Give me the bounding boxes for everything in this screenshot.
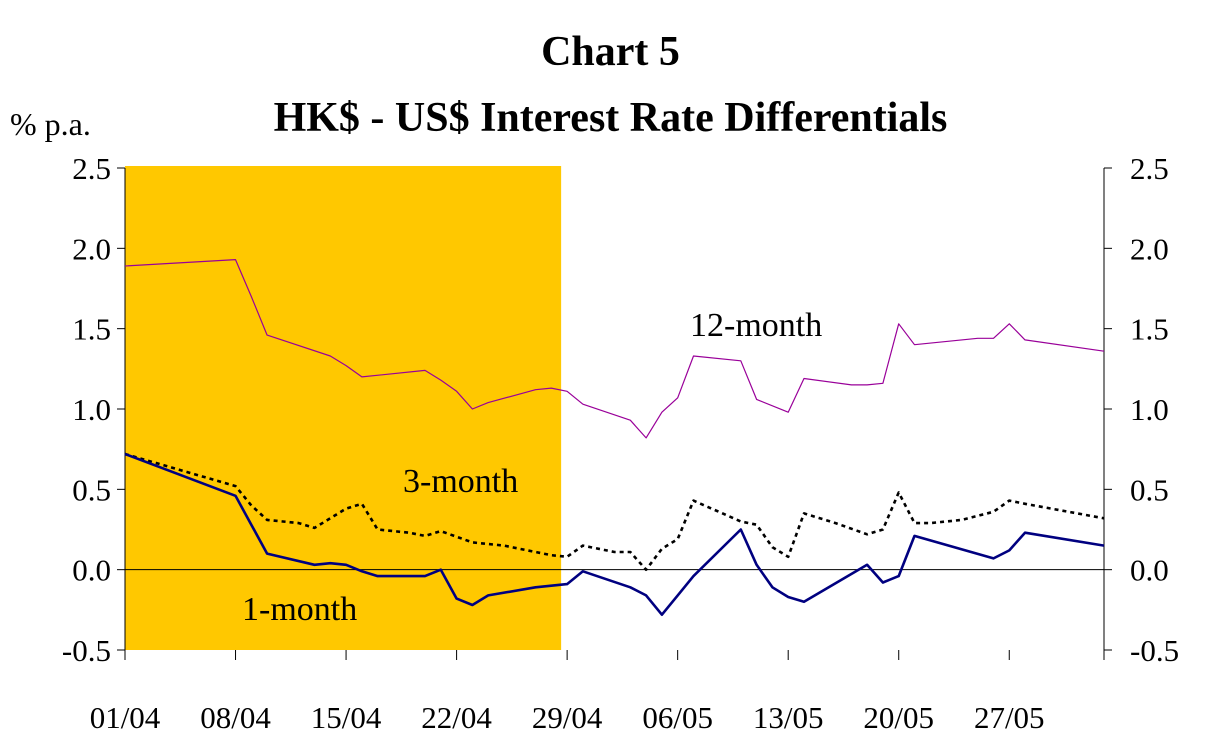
x-tick-label: 08/04 (200, 700, 271, 735)
y-tick-label-right: 0.5 (1130, 472, 1169, 507)
series-label-3-month: 3-month (403, 463, 518, 500)
x-tick-label: 01/04 (90, 700, 161, 735)
y-tick-label-left: 1.0 (72, 392, 111, 427)
x-tick-label: 20/05 (863, 700, 934, 735)
x-tick-label: 13/05 (753, 700, 824, 735)
series-line-12-month (124, 259, 1105, 439)
annotation-layer: 12-month 3-month 1-month (242, 307, 822, 628)
shaded-period-layer (125, 166, 562, 650)
axes-layer: 2.5 2.5 2.0 2.0 1.5 1.5 1.0 1.0 0.5 0.5 0.0 0.0 -0.5… (62, 151, 1179, 735)
y-tick-label-left: 2.5 (72, 151, 111, 186)
y-tick-label-right: 2.0 (1130, 231, 1169, 266)
x-tick-label: 15/04 (311, 700, 382, 735)
x-tick-label: 27/05 (974, 700, 1045, 735)
x-tick-label: 29/04 (532, 700, 603, 735)
y-tick-label-left: -0.5 (62, 633, 111, 668)
y-tick-label-right: 0.0 (1130, 553, 1169, 588)
y-tick-label-left: 0.0 (72, 553, 111, 588)
series-line-1-month (124, 452, 1105, 617)
chart-title: HK$ - US$ Interest Rate Differentials (273, 95, 948, 141)
chart-title-line1: Chart 5 (541, 29, 680, 75)
y-tick-label-right: 1.0 (1130, 392, 1169, 427)
series-layer (124, 259, 1105, 617)
y-tick-label-right: 2.5 (1130, 151, 1169, 186)
y-tick-label-left: 0.5 (72, 472, 111, 507)
series-label-1-month: 1-month (242, 591, 357, 628)
shaded-period (125, 166, 562, 650)
y-tick-label-right: -0.5 (1130, 633, 1179, 668)
series-label-12-month: 12-month (690, 307, 822, 344)
x-tick-label: 22/04 (421, 700, 492, 735)
y-tick-label-right: 1.5 (1130, 312, 1169, 347)
y-axis-label: % p.a. (10, 106, 91, 142)
y-tick-label-left: 2.0 (72, 231, 111, 266)
x-tick-label: 06/05 (642, 700, 713, 735)
y-tick-label-left: 1.5 (72, 312, 111, 347)
